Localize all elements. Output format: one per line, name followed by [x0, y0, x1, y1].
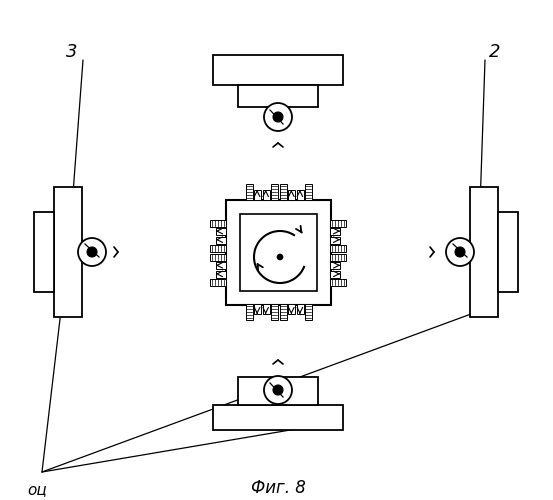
Bar: [216, 236, 226, 244]
Circle shape: [277, 254, 283, 260]
Bar: [263, 190, 270, 200]
Bar: [297, 190, 304, 200]
Bar: [288, 190, 295, 200]
Bar: [330, 254, 346, 261]
Bar: [498, 212, 518, 292]
Bar: [263, 304, 270, 314]
Bar: [297, 304, 304, 314]
Bar: [271, 304, 278, 320]
Bar: [238, 377, 318, 405]
Bar: [213, 405, 343, 430]
Bar: [330, 262, 340, 270]
Bar: [330, 271, 340, 278]
Bar: [330, 228, 340, 235]
Circle shape: [87, 247, 97, 257]
Bar: [330, 245, 346, 252]
Bar: [210, 254, 226, 261]
Circle shape: [273, 112, 283, 122]
Bar: [305, 304, 312, 320]
Bar: [216, 262, 226, 270]
Text: 3: 3: [66, 43, 78, 61]
Circle shape: [455, 247, 465, 257]
Bar: [254, 304, 261, 314]
Bar: [34, 212, 54, 292]
Bar: [226, 200, 331, 305]
Bar: [240, 214, 317, 291]
Circle shape: [78, 238, 106, 266]
Bar: [470, 187, 498, 317]
Bar: [254, 190, 261, 200]
Bar: [246, 304, 253, 320]
Text: 2: 2: [489, 43, 501, 61]
Circle shape: [273, 385, 283, 395]
Bar: [54, 187, 82, 317]
Bar: [271, 184, 278, 200]
Text: Фиг. 8: Фиг. 8: [251, 479, 305, 497]
Bar: [305, 184, 312, 200]
Bar: [210, 220, 226, 226]
Circle shape: [264, 103, 292, 131]
Text: оц: оц: [27, 482, 47, 498]
Bar: [280, 184, 287, 200]
Bar: [330, 220, 346, 226]
Bar: [280, 304, 287, 320]
Bar: [246, 184, 253, 200]
Circle shape: [264, 376, 292, 404]
Bar: [213, 55, 343, 85]
Bar: [210, 245, 226, 252]
Bar: [288, 304, 295, 314]
Bar: [330, 280, 346, 286]
Bar: [216, 228, 226, 235]
Bar: [216, 271, 226, 278]
Bar: [210, 280, 226, 286]
Circle shape: [446, 238, 474, 266]
Bar: [330, 236, 340, 244]
Bar: [238, 85, 318, 107]
